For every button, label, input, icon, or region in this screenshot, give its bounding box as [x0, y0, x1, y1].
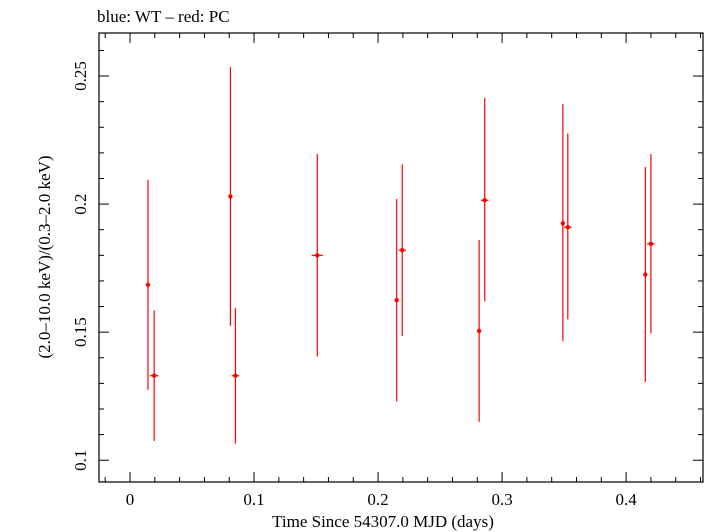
data-point: [560, 104, 566, 342]
point-marker: [315, 253, 320, 258]
chart-title: blue: WT – red: PC: [97, 7, 230, 26]
point-marker: [228, 194, 233, 199]
x-tick-label: 0.2: [367, 490, 388, 509]
axis-ticks: [99, 33, 703, 482]
data-point: [311, 154, 323, 357]
plot-frame: [98, 32, 704, 483]
y-axis-title: (2.0–10.0 keV)/(0.3–2.0 keV): [35, 155, 54, 358]
data-point: [480, 97, 489, 302]
point-marker: [145, 282, 151, 287]
data-points: [145, 67, 655, 444]
y-tick-label: 0.2: [71, 193, 90, 214]
x-tick-label: 0: [126, 490, 135, 509]
axis-tick-labels: 0 0.1 0.2 0.3 0.4 0.1 0.15 0.2 0.25: [71, 61, 637, 509]
data-point: [564, 133, 572, 320]
data-point: [394, 198, 399, 402]
point-marker: [394, 297, 399, 303]
data-point: [398, 164, 406, 337]
data-point: [145, 179, 151, 390]
x-tick-label: 0.3: [491, 490, 512, 509]
point-marker: [648, 241, 654, 246]
point-marker: [233, 373, 238, 378]
data-point: [647, 154, 655, 334]
data-point: [643, 166, 648, 383]
point-marker: [400, 248, 405, 253]
x-tick-label: 0.1: [243, 490, 264, 509]
point-marker: [643, 272, 648, 277]
x-axis-title: Time Since 54307.0 MJD (days): [272, 512, 494, 531]
point-marker: [476, 328, 482, 334]
data-point: [231, 307, 240, 444]
point-marker: [560, 221, 566, 226]
point-marker: [151, 373, 157, 378]
y-tick-label: 0.15: [71, 317, 90, 347]
point-marker: [482, 198, 487, 203]
data-point: [228, 67, 233, 326]
y-tick-label: 0.1: [71, 450, 90, 471]
data-point: [149, 310, 159, 442]
x-tick-label: 0.4: [615, 490, 637, 509]
data-point: [476, 239, 482, 422]
point-marker: [565, 224, 571, 230]
y-tick-label: 0.25: [71, 61, 90, 91]
